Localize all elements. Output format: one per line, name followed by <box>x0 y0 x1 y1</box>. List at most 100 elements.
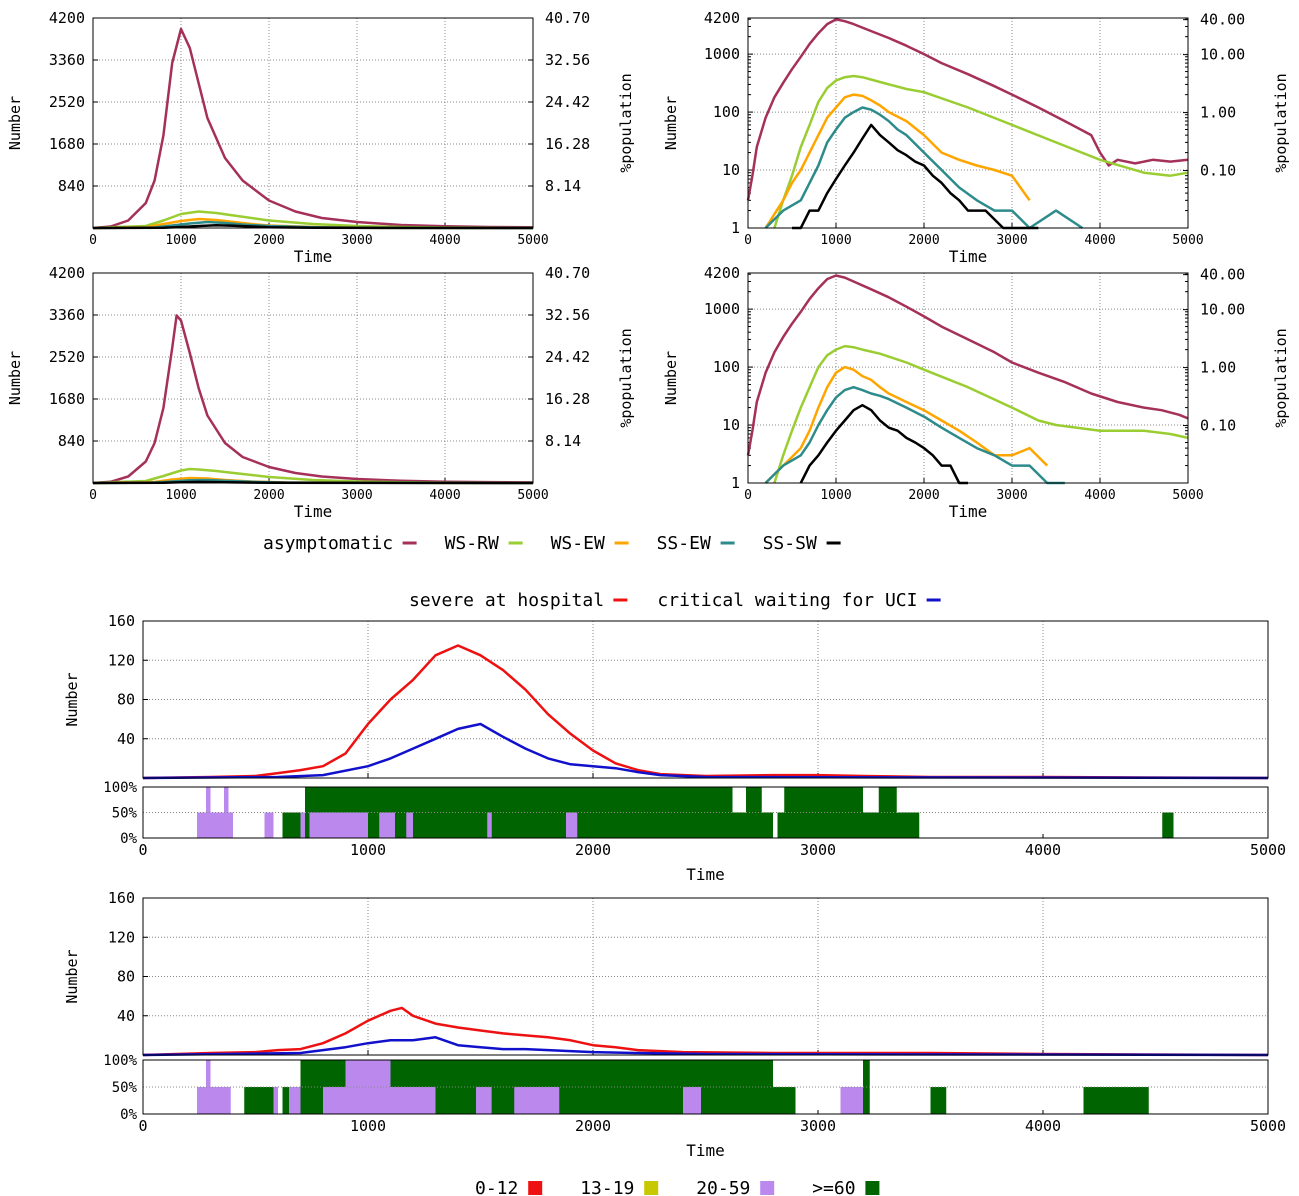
age-bar-age_20_59 <box>309 812 368 838</box>
y-axis-label: Number <box>63 672 81 726</box>
x-tick-label: 0 <box>138 1117 147 1135</box>
x-tick-label: 1000 <box>350 1117 386 1135</box>
y-tick-label: 0% <box>120 1107 137 1123</box>
x-tick-label: 5000 <box>1172 233 1203 248</box>
x-tick-label: 0 <box>89 233 97 248</box>
x-tick-label: 5000 <box>1250 841 1286 859</box>
plot-frame <box>142 620 1269 779</box>
legend-label: severe at hospital <box>409 590 604 611</box>
y2-axis-label: %population <box>1272 73 1290 172</box>
plot-frame <box>92 272 534 484</box>
y-tick-label: 1 <box>731 219 740 237</box>
y2-axis-label: %population <box>1272 328 1290 427</box>
series-ws_rw <box>773 74 1189 229</box>
y-tick-label: 80 <box>117 691 135 709</box>
chart-layer: 0 1000 2000 3000 4000 50008401680252033604200… <box>6 9 1290 1160</box>
x-tick-label: 0 <box>744 488 752 503</box>
x-tick-label: 2000 <box>253 233 284 248</box>
series-ss_sw <box>799 403 968 485</box>
x-axis-label: Time <box>686 1141 725 1160</box>
y-tick-label: 3360 <box>49 51 85 69</box>
series-ss_sw <box>792 123 1039 230</box>
y-tick-label: 160 <box>108 612 135 630</box>
series-ss_ew <box>764 106 1084 230</box>
series-severe <box>142 644 1269 780</box>
y-tick-label: 4200 <box>49 264 85 282</box>
age-bar-age_60 <box>435 1087 470 1114</box>
legend-swatch-age_60 <box>865 1181 880 1195</box>
age-bar-age_20_59 <box>683 1087 701 1114</box>
chart-lin1: 0 1000 2000 3000 4000 5000 840 1680 2520 3360 4200… <box>6 9 635 266</box>
y-axis-label: Number <box>63 949 81 1003</box>
y2-tick-label: 0.10 <box>1200 417 1236 435</box>
age-bar-age_60 <box>728 787 733 838</box>
x-axis-label: Time <box>294 247 333 266</box>
y2-tick-label: 0.10 <box>1200 162 1236 180</box>
legend-label: 20-59 <box>696 1178 750 1196</box>
y-tick-label: 2520 <box>49 93 85 111</box>
x-tick-label: 2000 <box>908 488 939 503</box>
x-tick-label: 1000 <box>350 841 386 859</box>
plot-frame <box>142 897 1269 1056</box>
x-tick-label: 2000 <box>575 841 611 859</box>
series-severe <box>142 1006 1269 1057</box>
y-tick-label: 100 <box>713 103 740 121</box>
y-tick-label: 3360 <box>49 306 85 324</box>
age-bar-age_20_59 <box>264 812 274 838</box>
legend-label: 0-12 <box>475 1178 518 1196</box>
chart-hosp2: 40 80 120 160 Number <box>63 889 1269 1057</box>
age-bar-age_60 <box>1083 1087 1149 1114</box>
x-tick-label: 4000 <box>429 488 460 503</box>
y-tick-label: 40 <box>117 730 135 748</box>
y2-tick-label: 40.70 <box>545 9 590 27</box>
series-asymptomatic <box>746 18 1189 201</box>
y2-tick-label: 24.42 <box>545 348 590 366</box>
age-bar-age_20_59 <box>379 812 395 838</box>
y-tick-label: 10 <box>722 416 740 434</box>
y2-axis-label: %population <box>617 328 635 427</box>
x-tick-label: 1000 <box>165 488 196 503</box>
y-tick-label: 80 <box>117 968 135 986</box>
x-tick-label: 3000 <box>800 841 836 859</box>
legend-bottom: 0-12 13-19 20-59 >=60 <box>475 1178 880 1196</box>
y-tick-label: 100% <box>103 780 137 796</box>
y-tick-label: 160 <box>108 889 135 907</box>
chart-age2: 0 1000 2000 3000 4000 5000 0% 50% 100% Time <box>103 1053 1286 1160</box>
age-bar-age_20_59 <box>197 1087 231 1114</box>
y-axis-label: Number <box>662 96 680 150</box>
x-tick-label: 2000 <box>253 488 284 503</box>
y-tick-label: 4200 <box>704 9 740 27</box>
age-bar-age_60 <box>368 812 380 838</box>
x-tick-label: 1000 <box>820 488 851 503</box>
x-tick-label: 3000 <box>341 488 372 503</box>
x-axis-label: Time <box>949 502 988 521</box>
age-bar-age_60 <box>491 1087 515 1114</box>
age-bar-age_20_59 <box>273 1087 278 1114</box>
age-bar-age_60 <box>777 812 920 838</box>
x-tick-label: 4000 <box>1025 841 1061 859</box>
x-tick-label: 4000 <box>1084 488 1115 503</box>
y-tick-label: 100% <box>103 1053 137 1069</box>
y2-tick-label: 24.42 <box>545 93 590 111</box>
y-tick-label: 100 <box>713 358 740 376</box>
age-bar-age_20_59 <box>840 1087 863 1114</box>
x-tick-label: 2000 <box>575 1117 611 1135</box>
x-tick-label: 5000 <box>517 233 548 248</box>
age-bar-age_60 <box>701 1087 796 1114</box>
legend-swatch-age_0_12 <box>528 1181 543 1195</box>
chart-age1: 0 1000 2000 3000 4000 5000 0% 50% 100% Time <box>103 780 1286 884</box>
x-tick-label: 3000 <box>996 233 1027 248</box>
y-axis-label: Number <box>662 351 680 405</box>
x-axis-label: Time <box>949 247 988 266</box>
age-bar-age_20_59 <box>224 787 229 838</box>
y2-tick-label: 10.00 <box>1200 301 1245 319</box>
legend-mid: severe at hospital critical waiting for U… <box>409 590 941 611</box>
age-bar-age_60 <box>1162 812 1174 838</box>
x-tick-label: 4000 <box>429 233 460 248</box>
age-bar-age_60 <box>244 1087 274 1114</box>
x-tick-label: 0 <box>744 233 752 248</box>
y-tick-label: 4200 <box>704 264 740 282</box>
age-bar-age_60 <box>282 1087 290 1114</box>
age-bar-age_20_59 <box>566 812 578 838</box>
plot-frame <box>747 272 1189 484</box>
